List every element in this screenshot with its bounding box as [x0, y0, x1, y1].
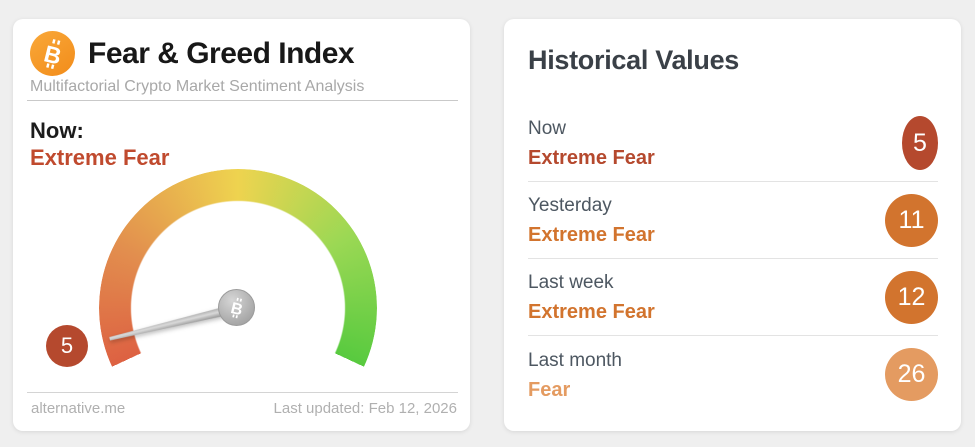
value-badge: 12 [885, 270, 938, 324]
table-row: Last week Extreme Fear 12 [528, 259, 938, 336]
period-label: Now [528, 118, 567, 139]
svg-text:B: B [41, 40, 64, 69]
sentiment-label: Extreme Fear [528, 147, 655, 169]
header-divider [27, 100, 458, 101]
card-footer: alternative.me Last updated: Feb 12, 202… [31, 400, 457, 417]
now-label: Now: [30, 118, 84, 143]
subtitle: Multifactorial Crypto Market Sentiment A… [30, 78, 365, 95]
page-title: Fear & Greed Index [88, 36, 355, 70]
period-label: Last month [528, 349, 622, 371]
current-sentiment: Extreme Fear [30, 145, 170, 170]
gauge-value-badge: 5 [46, 325, 88, 367]
period-label: Yesterday [528, 195, 612, 216]
table-row: Now Extreme Fear 5 [528, 105, 938, 182]
period-label: Last week [528, 272, 614, 293]
table-row: Yesterday Extreme Fear 11 [528, 182, 938, 259]
source-link[interactable]: alternative.me [31, 400, 126, 417]
bitcoin-icon: B [30, 31, 75, 76]
last-updated-text: Last updated: Feb 12, 2026 [273, 400, 457, 417]
fear-greed-index-card: B Fear & Greed Index Multifactorial Cryp… [13, 19, 470, 431]
value-badge: 11 [885, 193, 938, 247]
sentiment-label: Fear [528, 378, 571, 401]
bitcoin-hub-icon: B [218, 289, 255, 326]
table-row: Last month Fear 26 [528, 336, 938, 413]
value-badge: 26 [885, 348, 938, 401]
historical-values-card: Historical Values Now Extreme Fear 5 Yes… [504, 19, 961, 431]
card-header: B Fear & Greed Index [30, 31, 355, 76]
sentiment-label: Extreme Fear [528, 301, 655, 323]
footer-divider [27, 392, 458, 393]
sentiment-label: Extreme Fear [528, 224, 655, 246]
historical-rows: Now Extreme Fear 5 Yesterday Extreme Fea… [528, 105, 938, 413]
value-badge: 5 [902, 116, 938, 170]
historical-values-title: Historical Values [528, 45, 740, 75]
svg-text:B: B [228, 299, 244, 319]
